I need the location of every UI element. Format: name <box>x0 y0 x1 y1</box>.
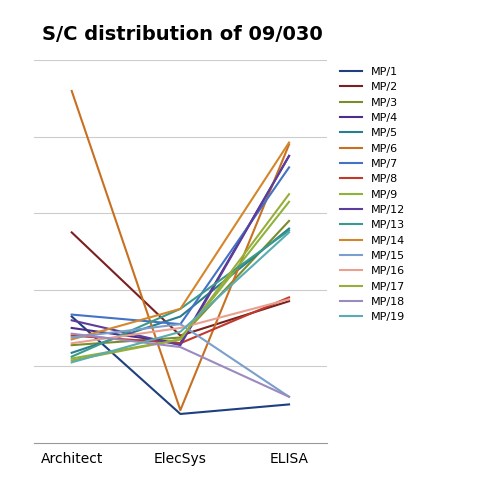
Line: MP/15: MP/15 <box>72 324 288 397</box>
MP/13 <box>69 354 74 360</box>
Text: S/C distribution of 09/030: S/C distribution of 09/030 <box>42 25 323 44</box>
MP/5 <box>286 225 291 231</box>
MP/17 <box>286 191 291 197</box>
Line: MP/7: MP/7 <box>72 167 288 324</box>
MP/2 <box>286 298 291 304</box>
Line: MP/12: MP/12 <box>72 156 288 345</box>
MP/12 <box>286 153 291 159</box>
MP/18 <box>177 344 183 350</box>
MP/15 <box>177 321 183 327</box>
Line: MP/6: MP/6 <box>72 91 288 410</box>
MP/7 <box>177 321 183 327</box>
MP/8 <box>286 294 291 300</box>
Line: MP/14: MP/14 <box>72 142 288 340</box>
MP/3 <box>69 342 74 348</box>
Line: MP/19: MP/19 <box>72 232 288 362</box>
MP/2 <box>69 229 74 235</box>
MP/19 <box>69 359 74 365</box>
Line: MP/3: MP/3 <box>72 221 288 345</box>
MP/9 <box>177 337 183 343</box>
Line: MP/8: MP/8 <box>72 297 288 343</box>
Legend: MP/1, MP/2, MP/3, MP/4, MP/5, MP/6, MP/7, MP/8, MP/9, MP/12, MP/13, MP/14, MP/15: MP/1, MP/2, MP/3, MP/4, MP/5, MP/6, MP/7… <box>338 66 405 323</box>
MP/13 <box>286 227 291 233</box>
MP/4 <box>286 153 291 159</box>
MP/15 <box>286 394 291 400</box>
MP/8 <box>177 340 183 346</box>
Line: MP/4: MP/4 <box>72 156 288 343</box>
MP/14 <box>69 337 74 343</box>
Line: MP/16: MP/16 <box>72 299 288 343</box>
MP/8 <box>69 332 74 339</box>
MP/4 <box>69 325 74 331</box>
Line: MP/2: MP/2 <box>72 232 288 336</box>
MP/5 <box>69 350 74 356</box>
MP/1 <box>177 411 183 417</box>
MP/9 <box>69 356 74 362</box>
MP/17 <box>69 358 74 364</box>
MP/13 <box>177 306 183 312</box>
Line: MP/13: MP/13 <box>72 230 288 357</box>
MP/19 <box>286 229 291 235</box>
Line: MP/17: MP/17 <box>72 194 288 361</box>
MP/18 <box>286 394 291 400</box>
Line: MP/18: MP/18 <box>72 333 288 397</box>
MP/3 <box>177 334 183 341</box>
MP/7 <box>286 164 291 171</box>
MP/1 <box>69 313 74 319</box>
MP/19 <box>177 329 183 335</box>
MP/16 <box>69 340 74 346</box>
MP/6 <box>286 141 291 147</box>
MP/7 <box>69 311 74 317</box>
MP/17 <box>177 337 183 343</box>
MP/6 <box>69 88 74 94</box>
MP/5 <box>177 313 183 319</box>
MP/16 <box>177 325 183 331</box>
Line: MP/9: MP/9 <box>72 202 288 359</box>
MP/18 <box>69 330 74 337</box>
MP/3 <box>286 218 291 224</box>
MP/16 <box>286 296 291 302</box>
Line: MP/5: MP/5 <box>72 228 288 353</box>
MP/14 <box>177 306 183 312</box>
Line: MP/1: MP/1 <box>72 316 288 414</box>
MP/12 <box>177 342 183 348</box>
MP/15 <box>69 334 74 341</box>
MP/12 <box>69 317 74 323</box>
MP/14 <box>286 139 291 145</box>
MP/1 <box>286 401 291 407</box>
MP/2 <box>177 332 183 339</box>
MP/9 <box>286 199 291 205</box>
MP/6 <box>177 407 183 413</box>
MP/4 <box>177 340 183 346</box>
